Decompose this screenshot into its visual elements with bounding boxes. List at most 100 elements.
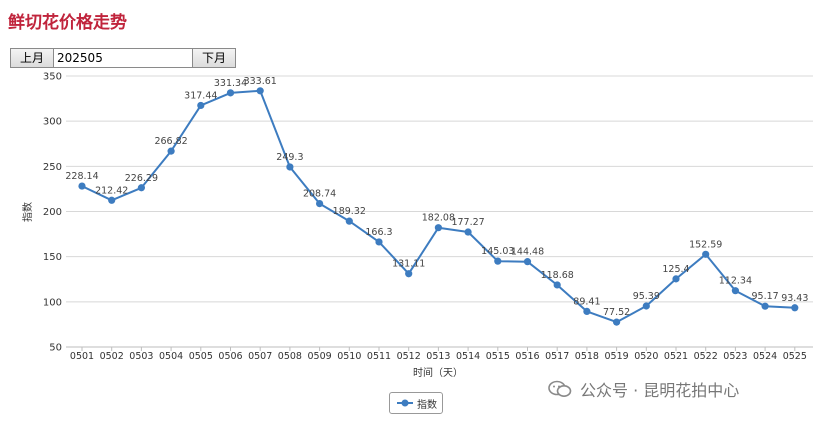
- data-point[interactable]: [256, 87, 264, 95]
- data-label: 226.29: [125, 173, 158, 184]
- watermark-text: 公众号 · 昆明花拍中心: [580, 381, 740, 400]
- data-label: 333.61: [244, 76, 277, 87]
- y-tick-labels: 50 100 150 200 250 300 350: [43, 72, 62, 354]
- x-tick-label: 0516: [515, 351, 539, 362]
- data-label: 152.59: [689, 239, 722, 250]
- data-label: 166.3: [365, 227, 392, 238]
- x-tick-label: 0503: [129, 351, 153, 362]
- x-tick-label: 0511: [367, 351, 391, 362]
- chart-legend[interactable]: 指数: [389, 392, 443, 414]
- next-month-button[interactable]: 下月: [192, 48, 237, 68]
- series-line-layer: [81, 89, 795, 324]
- data-point[interactable]: [791, 304, 799, 312]
- x-tick-label: 0515: [486, 351, 510, 362]
- x-tick-label: 0525: [783, 351, 807, 362]
- x-tick-label: 0518: [575, 351, 599, 362]
- data-label: 145.03: [481, 246, 514, 257]
- x-tick-label: 0502: [100, 351, 124, 362]
- y-tick-label: 250: [43, 162, 62, 173]
- line-dot-icon: [397, 399, 413, 407]
- data-label: 182.08: [422, 213, 455, 224]
- watermark: 公众号 · 昆明花拍中心: [548, 377, 739, 401]
- page-title: 鲜切花价格走势: [8, 13, 127, 33]
- data-label: 93.43: [781, 293, 808, 304]
- x-tick-label: 0514: [456, 351, 480, 362]
- data-point[interactable]: [167, 147, 175, 155]
- x-tick-label: 0522: [694, 351, 718, 362]
- data-point[interactable]: [583, 307, 591, 315]
- x-tick-label: 0510: [337, 351, 361, 362]
- data-label: 189.32: [333, 206, 366, 217]
- data-point[interactable]: [108, 196, 116, 204]
- data-label: 331.34: [214, 78, 247, 89]
- data-label: 317.44: [184, 90, 217, 101]
- data-point[interactable]: [375, 238, 383, 246]
- data-point[interactable]: [553, 281, 561, 289]
- data-label: 89.41: [573, 296, 600, 307]
- data-point[interactable]: [197, 101, 205, 110]
- x-tick-label: 0517: [545, 351, 569, 362]
- x-tick-label: 0506: [218, 351, 242, 362]
- x-tick-label: 0504: [159, 351, 183, 362]
- data-point[interactable]: [78, 182, 86, 190]
- y-tick-label: 300: [43, 117, 62, 128]
- data-point[interactable]: [702, 250, 710, 258]
- data-point[interactable]: [613, 318, 621, 326]
- data-point[interactable]: [523, 258, 532, 266]
- data-label: 95.17: [751, 291, 778, 302]
- data-label: 131.11: [392, 259, 425, 270]
- x-tick-label: 0520: [634, 351, 658, 362]
- data-label: 118.68: [541, 270, 574, 281]
- series-line: [81, 89, 795, 324]
- prev-month-button[interactable]: 上月: [10, 48, 55, 68]
- legend-label: 指数: [417, 399, 437, 411]
- data-point[interactable]: [345, 217, 353, 225]
- data-label: 266.82: [154, 136, 187, 147]
- x-tick-label: 0505: [189, 351, 213, 362]
- x-tick-label: 0508: [278, 351, 302, 362]
- data-point[interactable]: [761, 302, 769, 310]
- x-tick-label: 0501: [70, 351, 94, 362]
- data-point[interactable]: [731, 287, 740, 295]
- x-tick-label: 0523: [723, 351, 747, 362]
- y-tick-label: 50: [49, 343, 62, 354]
- x-tick-label: 0507: [248, 351, 272, 362]
- x-tick-label: 0513: [426, 351, 450, 362]
- data-point[interactable]: [226, 89, 235, 97]
- y-axis-label: 指数: [21, 202, 34, 222]
- y-tick-label: 150: [43, 252, 62, 263]
- data-label: 77.52: [603, 307, 630, 318]
- grid-lines: [66, 75, 813, 303]
- data-point[interactable]: [494, 257, 502, 265]
- x-tick-labels: 0501 0502 0503 0504 0505 0506 0507 0508 0509 0510…: [70, 351, 807, 362]
- data-label: 228.14: [65, 171, 98, 182]
- data-point[interactable]: [642, 302, 650, 310]
- x-tick-label: 0512: [397, 351, 421, 362]
- x-axis-label: 时间（天）: [413, 366, 463, 379]
- x-tick-label: 0521: [664, 351, 688, 362]
- data-point[interactable]: [286, 163, 294, 171]
- axes: [66, 346, 813, 351]
- data-point[interactable]: [137, 184, 145, 192]
- series-points: [78, 87, 799, 326]
- data-point[interactable]: [316, 200, 324, 208]
- data-label: 177.27: [451, 217, 484, 228]
- data-label: 125.4: [662, 264, 689, 275]
- x-tick-label: 0524: [753, 351, 777, 362]
- data-point[interactable]: [464, 228, 472, 236]
- month-navigator: 上月 下月: [10, 48, 237, 68]
- y-tick-label: 350: [43, 72, 62, 83]
- y-tick-label: 200: [43, 207, 62, 218]
- month-input[interactable]: [54, 48, 193, 68]
- y-tick-label: 100: [43, 297, 62, 308]
- data-point[interactable]: [672, 275, 680, 283]
- data-point[interactable]: [434, 224, 442, 232]
- data-point[interactable]: [405, 270, 413, 278]
- data-label: 249.3: [276, 152, 303, 163]
- data-label: 95.39: [633, 291, 660, 302]
- data-label: 208.74: [303, 189, 336, 200]
- data-label: 112.34: [719, 276, 752, 287]
- x-tick-label: 0509: [308, 351, 332, 362]
